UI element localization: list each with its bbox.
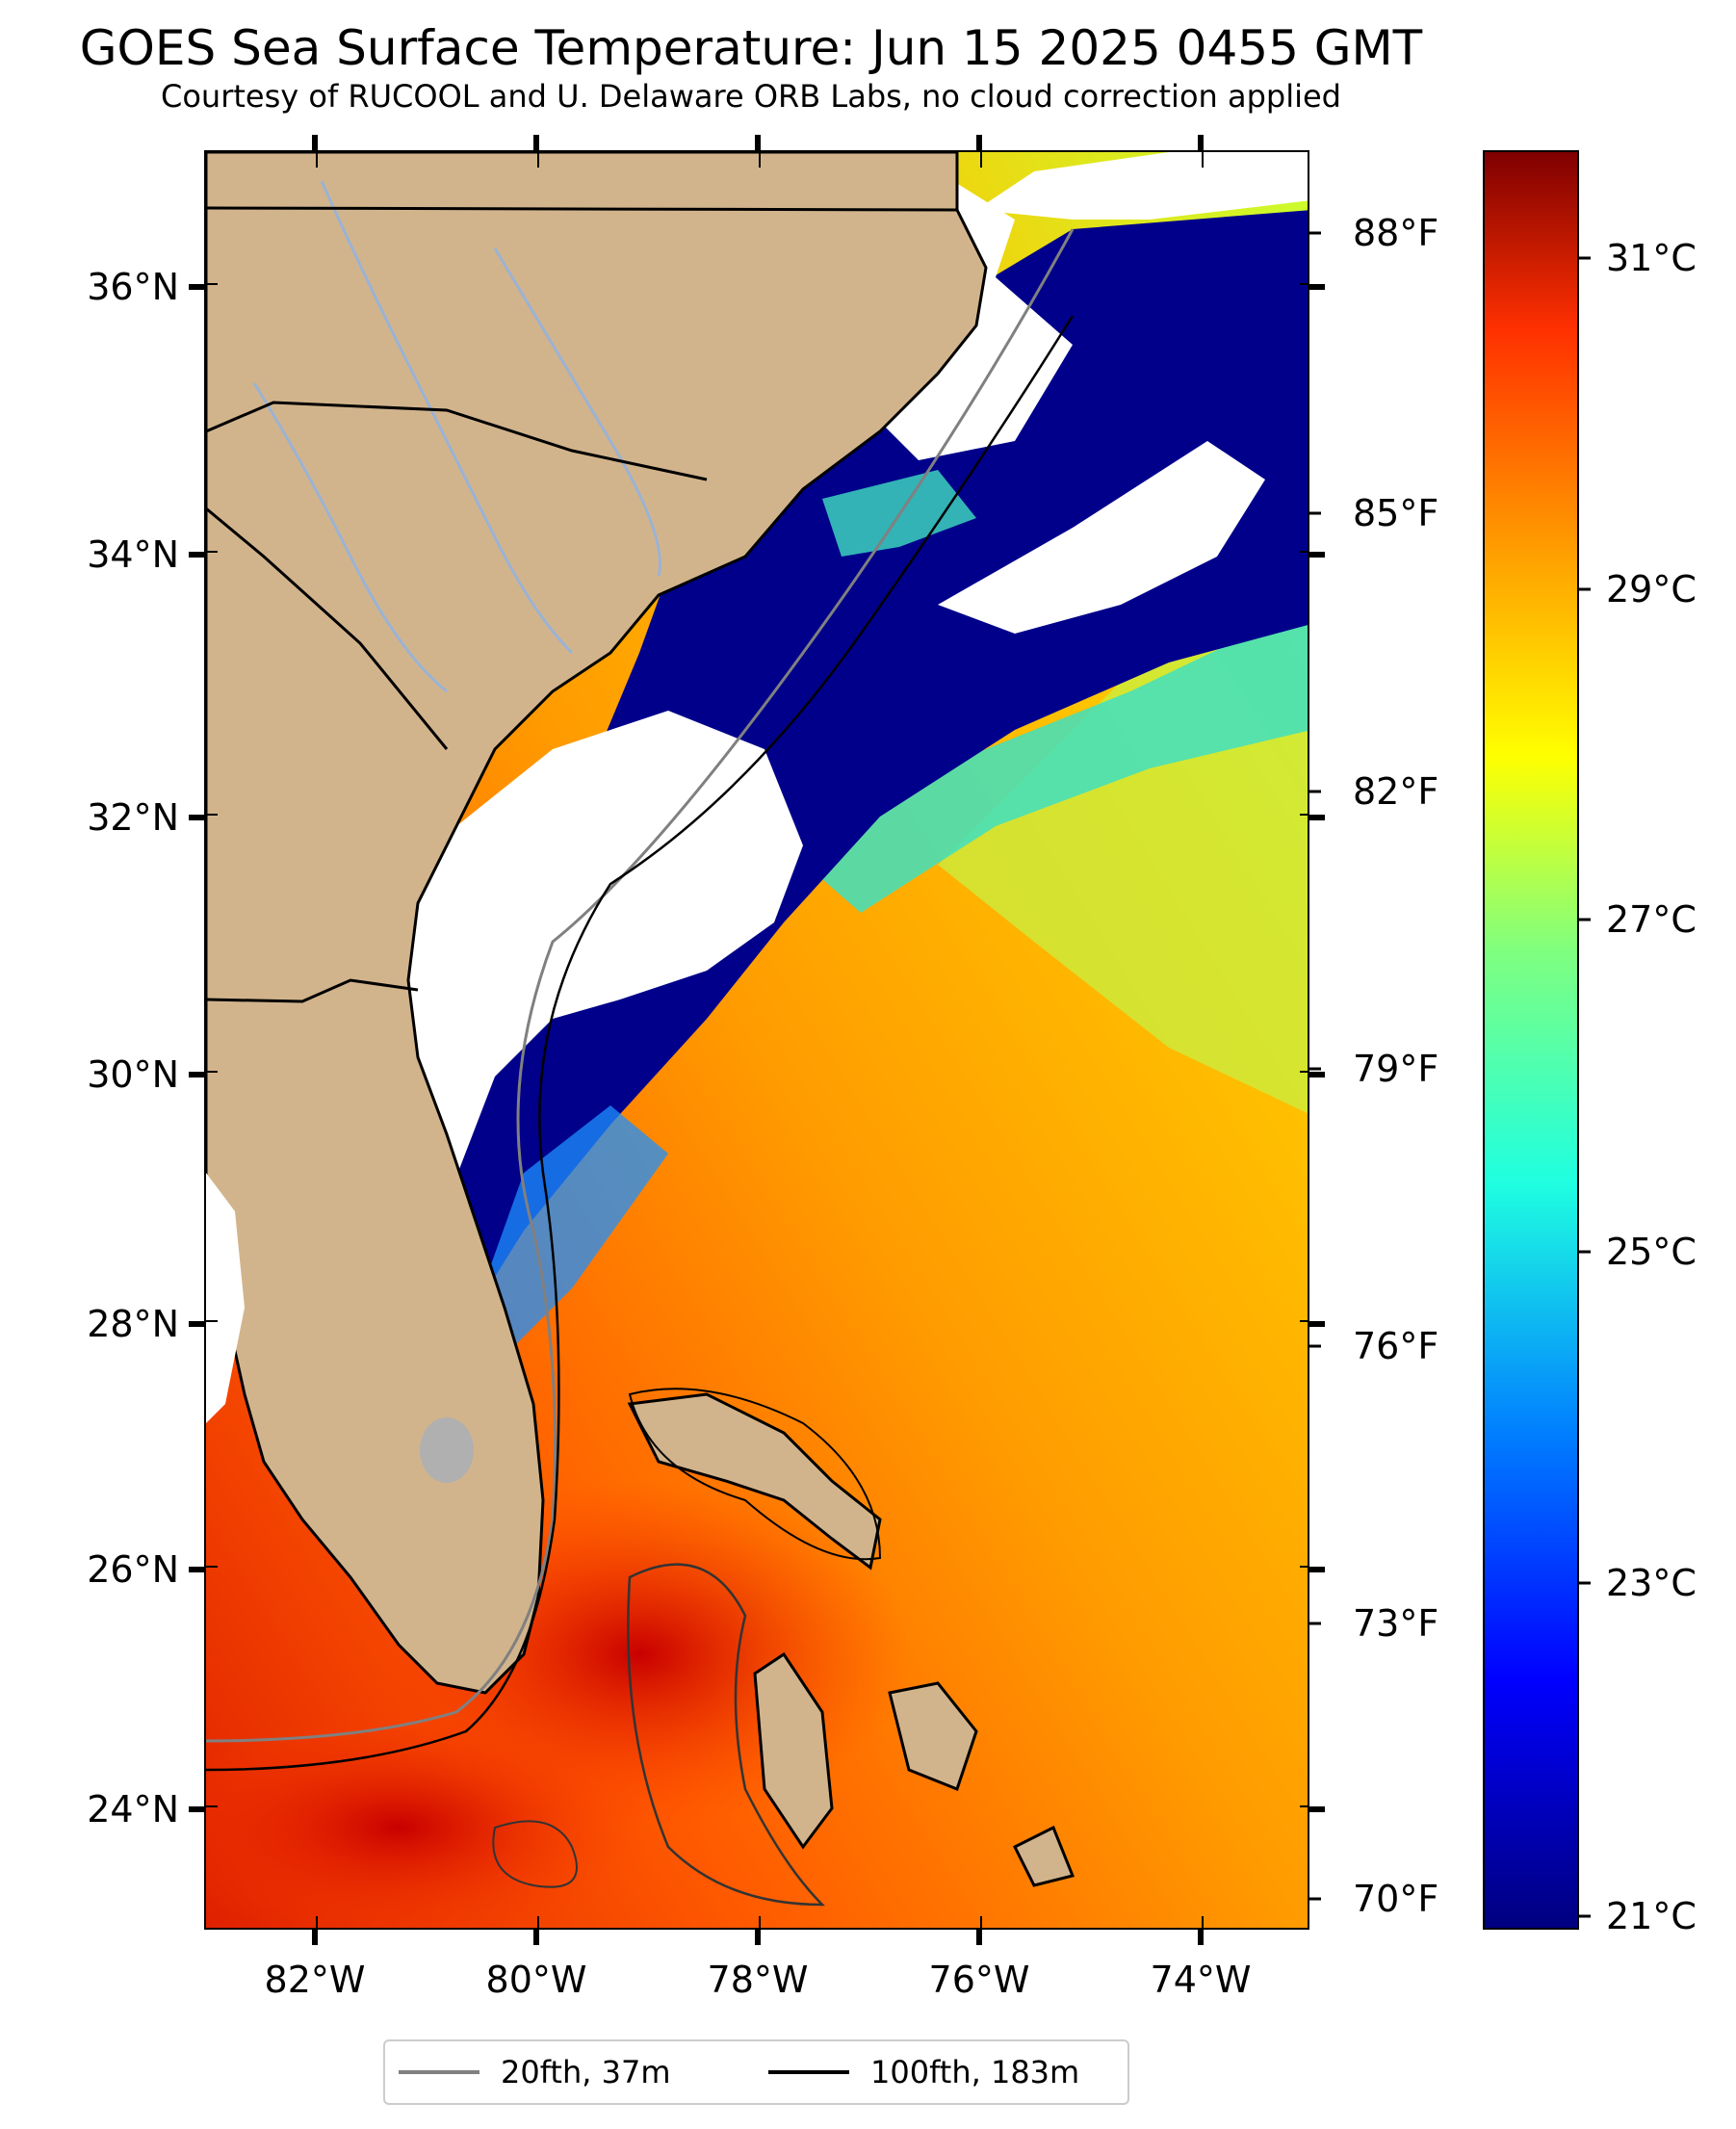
legend-line-gray xyxy=(399,2070,479,2074)
lon-tick-label: 82°W xyxy=(264,1959,366,2001)
celsius-tick-label: 21°C xyxy=(1606,1895,1697,1937)
contour-100fth xyxy=(206,315,1075,1772)
celsius-tick-label: 29°C xyxy=(1606,568,1697,610)
legend-label: 100fth, 183m xyxy=(870,2054,1080,2090)
map-subtitle: Courtesy of RUCOOL and U. Delaware ORB L… xyxy=(161,78,1341,115)
contour-legend: 20fth, 37m 100fth, 183m xyxy=(383,2039,1129,2105)
border-sc-ga xyxy=(206,506,449,750)
lon-tick-label: 78°W xyxy=(707,1959,809,2001)
lat-tick-label: 30°N xyxy=(87,1053,179,1096)
fahrenheit-tick-label: 85°F xyxy=(1353,492,1439,534)
legend-label: 20fth, 37m xyxy=(501,2054,671,2090)
cold-water-band xyxy=(389,210,1308,1404)
lat-tick-label: 32°N xyxy=(87,796,179,839)
legend-item-100fth: 100fth, 183m xyxy=(768,2055,1079,2090)
lon-tick-label: 74°W xyxy=(1150,1959,1252,2001)
cloud-coastal xyxy=(379,711,803,1211)
border-ga-fl xyxy=(206,978,419,1003)
fahrenheit-tick-label: 88°F xyxy=(1353,212,1439,254)
cold-band-blue-streak xyxy=(476,1105,668,1365)
warm-core-south xyxy=(206,1712,649,1928)
map-minor-ticks xyxy=(206,152,1308,1928)
fahrenheit-tick-label: 73°F xyxy=(1353,1602,1439,1645)
map-title: GOES Sea Surface Temperature: Jun 15 202… xyxy=(79,20,1423,76)
fahrenheit-tick-label: 82°F xyxy=(1353,770,1439,813)
cloud-offshore xyxy=(938,441,1265,634)
border-va-nc xyxy=(206,206,958,212)
fahrenheit-tick-label: 76°F xyxy=(1353,1325,1439,1367)
river-2 xyxy=(493,247,661,577)
cool-water-front xyxy=(784,606,1308,913)
legend-line-black xyxy=(768,2070,849,2074)
lat-tick-label: 36°N xyxy=(87,266,179,308)
sst-map-graphic xyxy=(206,152,1308,1928)
lat-tick-label: 34°N xyxy=(87,533,179,576)
celsius-tick-label: 25°C xyxy=(1606,1231,1697,1273)
contour-20fth xyxy=(206,228,1075,1743)
temperature-colorbar xyxy=(1483,150,1579,1930)
fahrenheit-tick-label: 79°F xyxy=(1353,1048,1439,1090)
border-nc-sc xyxy=(206,401,708,481)
river-1 xyxy=(320,180,574,655)
island-exuma xyxy=(888,1681,978,1791)
island-andros xyxy=(753,1651,834,1850)
river-3 xyxy=(252,382,448,693)
lon-tick-label: 76°W xyxy=(928,1959,1030,2001)
lat-tick-label: 28°N xyxy=(87,1303,179,1345)
land-southeast-us xyxy=(206,152,988,1695)
contour-bahama-bank xyxy=(628,1388,882,1561)
celsius-tick-label: 31°C xyxy=(1606,237,1697,279)
contour-cay-sal xyxy=(492,1820,578,1888)
celsius-tick-label: 27°C xyxy=(1606,898,1697,941)
celsius-tick-label: 23°C xyxy=(1606,1562,1697,1604)
gulf-cloud xyxy=(206,1173,245,1423)
fahrenheit-tick-label: 70°F xyxy=(1353,1878,1439,1920)
lat-tick-label: 26°N xyxy=(87,1548,179,1591)
cloud-northeast xyxy=(976,152,1308,220)
contour-tongue-of-ocean xyxy=(627,1563,826,1907)
island-grand-bahama xyxy=(627,1392,882,1571)
island-long xyxy=(1012,1825,1075,1887)
lake-okeechobee xyxy=(420,1417,474,1483)
lon-tick-label: 80°W xyxy=(485,1959,587,2001)
legend-item-20fth: 20fth, 37m xyxy=(399,2055,670,2090)
sst-map xyxy=(204,150,1309,1930)
lat-tick-label: 24°N xyxy=(87,1788,179,1830)
